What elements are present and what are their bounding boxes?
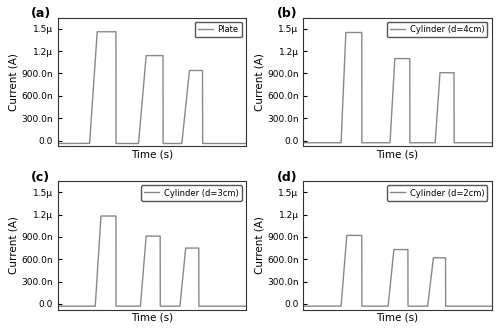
Y-axis label: Current (A): Current (A) bbox=[8, 53, 18, 111]
Text: (c): (c) bbox=[31, 171, 50, 184]
Text: (b): (b) bbox=[277, 7, 297, 20]
Y-axis label: Current (A): Current (A) bbox=[8, 216, 18, 274]
Legend: Cylinder (d=2cm): Cylinder (d=2cm) bbox=[387, 185, 488, 201]
Text: (d): (d) bbox=[277, 171, 297, 184]
Text: (a): (a) bbox=[31, 7, 52, 20]
X-axis label: Time (s): Time (s) bbox=[376, 313, 418, 323]
X-axis label: Time (s): Time (s) bbox=[130, 313, 173, 323]
X-axis label: Time (s): Time (s) bbox=[376, 149, 418, 159]
X-axis label: Time (s): Time (s) bbox=[130, 149, 173, 159]
Legend: Cylinder (d=3cm): Cylinder (d=3cm) bbox=[141, 185, 242, 201]
Legend: Cylinder (d=4cm): Cylinder (d=4cm) bbox=[387, 22, 488, 37]
Legend: Plate: Plate bbox=[194, 22, 242, 37]
Y-axis label: Current (A): Current (A) bbox=[254, 53, 264, 111]
Y-axis label: Current (A): Current (A) bbox=[254, 216, 264, 274]
